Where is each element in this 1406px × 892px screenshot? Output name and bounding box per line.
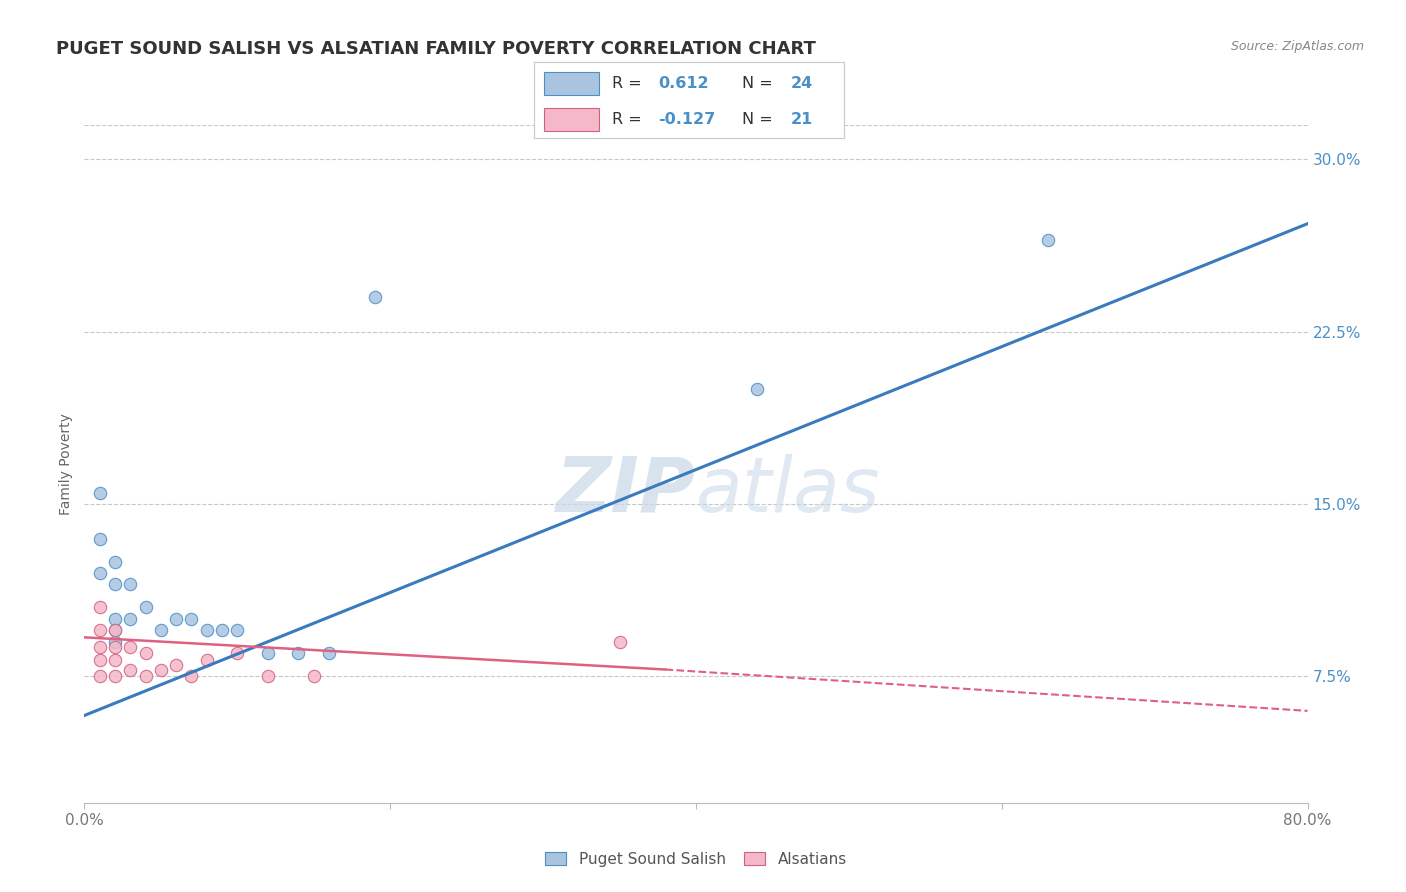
Y-axis label: Family Poverty: Family Poverty <box>59 413 73 515</box>
Point <box>165 657 187 672</box>
Point <box>89 669 111 683</box>
Point <box>104 624 127 638</box>
Text: 24: 24 <box>792 76 813 91</box>
Point <box>104 577 127 591</box>
Point <box>104 653 127 667</box>
Point <box>211 624 233 638</box>
Point <box>135 669 157 683</box>
Text: 0.612: 0.612 <box>658 76 709 91</box>
Point <box>257 669 280 683</box>
Point <box>287 647 309 661</box>
Point <box>226 624 249 638</box>
Point <box>104 640 127 654</box>
Point <box>104 554 127 568</box>
Point <box>89 624 111 638</box>
Text: 21: 21 <box>792 112 813 127</box>
Point <box>135 600 157 615</box>
FancyBboxPatch shape <box>544 72 599 95</box>
Point <box>364 290 387 304</box>
Text: PUGET SOUND SALISH VS ALSATIAN FAMILY POVERTY CORRELATION CHART: PUGET SOUND SALISH VS ALSATIAN FAMILY PO… <box>56 40 815 58</box>
Point <box>89 653 111 667</box>
Point <box>120 577 142 591</box>
Text: N =: N = <box>741 76 778 91</box>
Point <box>609 635 631 649</box>
Point <box>180 612 202 626</box>
Point <box>104 624 127 638</box>
Point <box>165 612 187 626</box>
Point <box>89 485 111 500</box>
Text: R =: R = <box>612 76 647 91</box>
Point <box>120 663 142 677</box>
Point <box>226 647 249 661</box>
FancyBboxPatch shape <box>544 108 599 130</box>
Text: -0.127: -0.127 <box>658 112 716 127</box>
Text: atlas: atlas <box>696 454 880 528</box>
Point <box>747 382 769 396</box>
Point <box>1036 233 1059 247</box>
Point <box>149 624 172 638</box>
Text: N =: N = <box>741 112 778 127</box>
Point <box>104 635 127 649</box>
Point <box>149 663 172 677</box>
Legend: Puget Sound Salish, Alsatians: Puget Sound Salish, Alsatians <box>538 846 853 873</box>
Point <box>120 640 142 654</box>
Point <box>89 532 111 546</box>
Point <box>89 600 111 615</box>
Point <box>135 647 157 661</box>
Text: ZIP: ZIP <box>557 454 696 528</box>
Point <box>180 669 202 683</box>
Point <box>195 653 218 667</box>
Point <box>89 640 111 654</box>
Point <box>302 669 325 683</box>
Point <box>318 647 340 661</box>
Point <box>104 612 127 626</box>
Text: R =: R = <box>612 112 647 127</box>
Text: Source: ZipAtlas.com: Source: ZipAtlas.com <box>1230 40 1364 54</box>
Point <box>257 647 280 661</box>
Point <box>89 566 111 580</box>
Point <box>104 669 127 683</box>
Point <box>195 624 218 638</box>
Point <box>120 612 142 626</box>
